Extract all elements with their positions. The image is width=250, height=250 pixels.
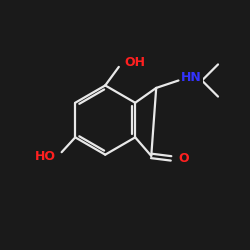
Text: OH: OH: [124, 56, 145, 69]
Text: HN: HN: [181, 71, 202, 84]
Text: O: O: [178, 152, 188, 165]
Text: HO: HO: [35, 150, 56, 163]
